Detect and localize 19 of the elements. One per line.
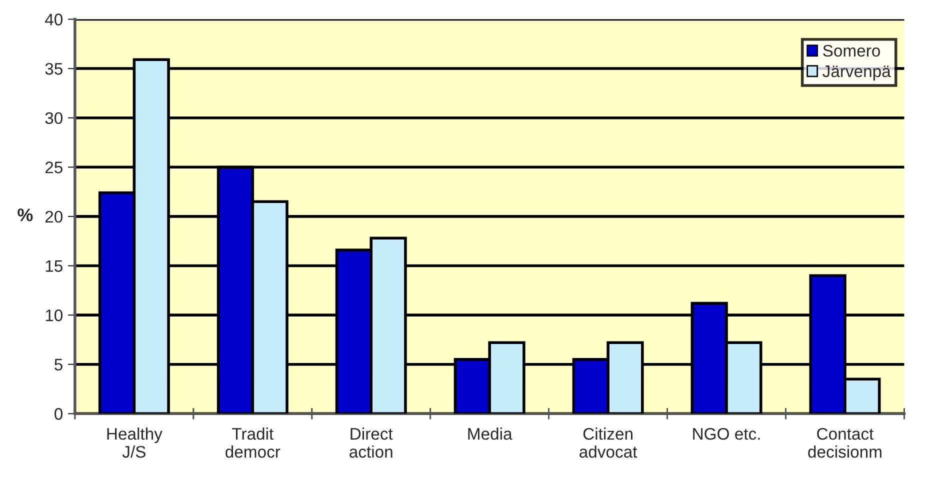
x-tick-label: NGO etc. [693, 428, 760, 440]
legend-label: Järvenpä [822, 66, 891, 80]
x-tick-label: Contact decisionm [808, 428, 882, 458]
y-axis-title: % [18, 208, 33, 222]
y-tick-label: 5 [54, 358, 62, 371]
legend-label: Somero [823, 44, 880, 57]
x-tick-label: Direct action [350, 428, 393, 458]
x-tick-label: Healthy J/S [107, 428, 162, 458]
x-tick-label: Media [468, 428, 512, 440]
y-tick-label: 40 [45, 14, 63, 26]
x-tick-label: Citizen advocat [580, 428, 638, 458]
y-tick-label: 25 [45, 162, 62, 174]
y-tick-label: 0 [54, 408, 63, 420]
x-tick-label: Tradit democr [226, 428, 280, 458]
y-tick-label: 20 [45, 210, 63, 223]
y-tick-label: 10 [46, 309, 63, 322]
y-tick-label: 30 [45, 112, 63, 124]
y-tick-label: 35 [45, 62, 62, 75]
y-tick-label: 15 [46, 260, 62, 272]
